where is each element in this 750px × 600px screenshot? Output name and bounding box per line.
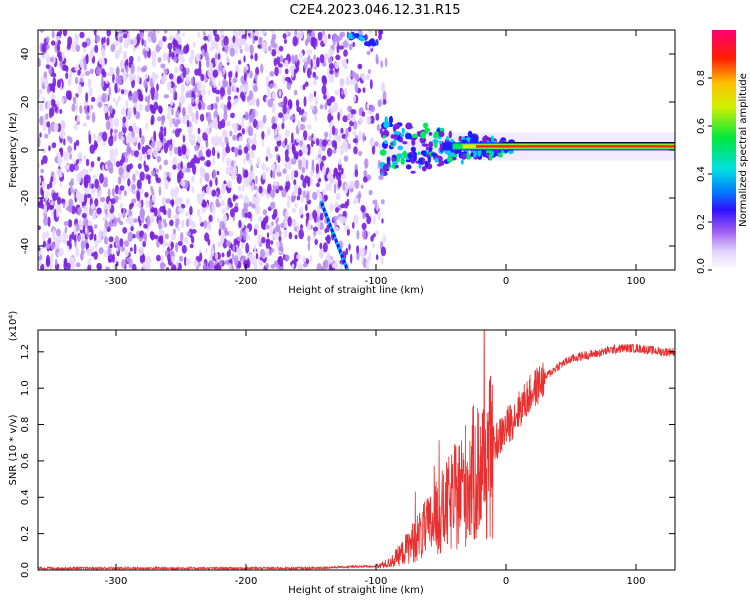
y-tick-label: 0.4 (20, 489, 31, 505)
x-tick-label: 0 (503, 276, 509, 287)
colorbar: 0.0 0.2 0.4 0.6 0.8 Normalized spectral ampl… (696, 30, 749, 274)
y-tick-label: -20 (20, 190, 31, 206)
carrier-band (379, 115, 675, 177)
y-tick-label: 40 (20, 48, 31, 61)
x-tick-label: -100 (365, 576, 388, 587)
colorbar-tick-label: 0.0 (696, 258, 707, 274)
colorbar-ticks: 0.0 0.2 0.4 0.6 0.8 (696, 70, 712, 274)
y-tick-label: 0.8 (20, 417, 31, 433)
upper-streak (347, 32, 379, 47)
x-tick-label: -100 (365, 276, 388, 287)
snr-scale-label: (x10⁴) (8, 311, 19, 342)
colorbar-bar (712, 30, 736, 270)
snr-series-line (38, 330, 675, 570)
spectrogram-xlabel: Height of straight line (km) (288, 285, 424, 296)
noise-speckle (38, 30, 388, 270)
figure-title: C2E4.2023.046.12.31.R15 (289, 3, 460, 18)
snr-axes: -300 -200 -100 0 100 0.0 0.2 0.4 0.6 0.8 1.0 1.2 (20, 330, 675, 587)
snr-frame (37, 329, 676, 571)
y-tick-label: 0.2 (20, 526, 31, 542)
snr-ylabel: SNR (10 * v/v) (8, 414, 19, 485)
colorbar-tick-label: 0.4 (696, 166, 707, 182)
x-tick-label: -200 (235, 276, 258, 287)
y-tick-label: 0.0 (20, 562, 31, 578)
colorbar-tick-label: 0.2 (696, 214, 707, 230)
x-tick-label: -200 (235, 576, 258, 587)
snr-plot-area (38, 330, 675, 570)
colorbar-tick-label: 0.8 (696, 70, 707, 86)
x-tick-label: -300 (105, 276, 128, 287)
y-tick-label: 0.6 (20, 453, 31, 469)
x-tick-label: -300 (105, 576, 128, 587)
x-tick-label: 100 (626, 276, 645, 287)
spectrogram-heatmap (38, 30, 675, 270)
spectrogram-ylabel: Frequency (Hz) (8, 112, 19, 188)
snr-xlabel: Height of straight line (km) (288, 585, 424, 596)
colorbar-tick-label: 0.6 (696, 118, 707, 134)
colorbar-label: Normalized spectral amplitude (738, 73, 749, 227)
y-tick-label: 20 (20, 96, 31, 109)
x-tick-label: 100 (626, 576, 645, 587)
y-tick-label: -40 (20, 238, 31, 254)
y-tick-label: 0 (20, 147, 31, 153)
oblique-streak (319, 200, 349, 270)
y-tick-label: 1.2 (20, 344, 31, 360)
y-tick-label: 1.0 (20, 380, 31, 396)
x-tick-label: 0 (503, 576, 509, 587)
snr-panel: -300 -200 -100 0 100 0.0 0.2 0.4 0.6 0.8 1.0 1.2 He… (8, 311, 676, 596)
